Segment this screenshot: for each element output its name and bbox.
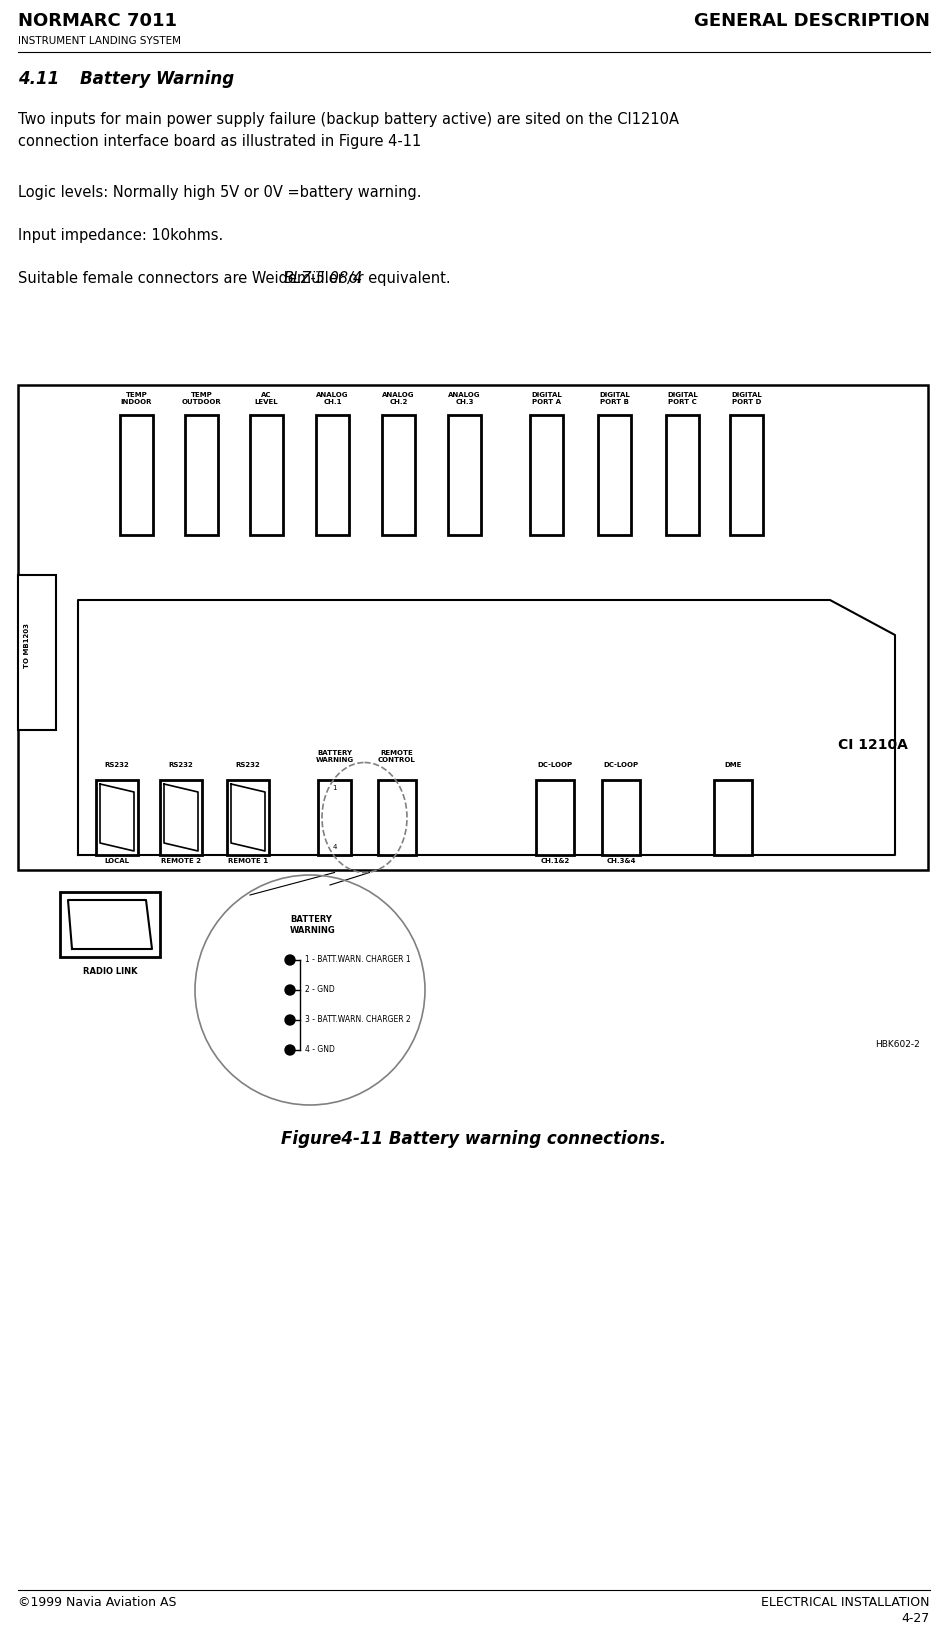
Text: REMOTE 2: REMOTE 2 <box>161 858 201 864</box>
Circle shape <box>285 985 295 995</box>
Text: 4 - GND: 4 - GND <box>305 1045 335 1055</box>
Polygon shape <box>100 785 134 851</box>
Text: INSTRUMENT LANDING SYSTEM: INSTRUMENT LANDING SYSTEM <box>18 36 181 46</box>
Bar <box>378 780 416 855</box>
Text: HBK602-2: HBK602-2 <box>875 1040 920 1048</box>
Bar <box>666 415 699 536</box>
Circle shape <box>285 1045 295 1055</box>
Text: BATTERY
WARNING: BATTERY WARNING <box>290 915 336 934</box>
Bar <box>730 415 763 536</box>
Bar <box>316 415 349 536</box>
Text: NORMARC 7011: NORMARC 7011 <box>18 11 177 29</box>
Text: Two inputs for main power supply failure (backup battery active) are sited on th: Two inputs for main power supply failure… <box>18 112 679 148</box>
Text: RADIO LINK: RADIO LINK <box>82 967 137 977</box>
Bar <box>18 575 56 729</box>
Text: RS232: RS232 <box>236 762 261 768</box>
Circle shape <box>285 1014 295 1026</box>
Circle shape <box>285 956 295 965</box>
Text: 4.11: 4.11 <box>18 70 59 88</box>
Text: DC-LOOP: DC-LOOP <box>604 762 639 768</box>
Bar <box>598 415 631 536</box>
Bar <box>185 415 218 536</box>
Text: DIGITAL
PORT A: DIGITAL PORT A <box>531 392 562 405</box>
Text: TO MB1203: TO MB1203 <box>24 622 30 667</box>
Polygon shape <box>231 785 265 851</box>
Text: TEMP
OUTDOOR: TEMP OUTDOOR <box>182 392 222 405</box>
Text: DIGITAL
PORT C: DIGITAL PORT C <box>667 392 698 405</box>
Text: TEMP
INDOOR: TEMP INDOOR <box>120 392 153 405</box>
Text: 2 - GND: 2 - GND <box>305 985 335 995</box>
Text: ANALOG
CH.2: ANALOG CH.2 <box>382 392 414 405</box>
Text: 4: 4 <box>333 843 337 850</box>
Text: REMOTE 1: REMOTE 1 <box>228 858 268 864</box>
Text: ANALOG
CH.3: ANALOG CH.3 <box>448 392 481 405</box>
Bar <box>602 780 640 855</box>
Text: DIGITAL
PORT B: DIGITAL PORT B <box>599 392 629 405</box>
Text: DIGITAL
PORT D: DIGITAL PORT D <box>731 392 762 405</box>
Text: RS232: RS232 <box>169 762 193 768</box>
Text: CH.3&4: CH.3&4 <box>607 858 636 864</box>
Bar <box>448 415 481 536</box>
Text: 1 - BATT.WARN. CHARGER 1: 1 - BATT.WARN. CHARGER 1 <box>305 956 410 964</box>
Text: ANALOG
CH.1: ANALOG CH.1 <box>317 392 349 405</box>
Text: CH.1&2: CH.1&2 <box>540 858 570 864</box>
Bar <box>96 780 138 855</box>
Text: DME: DME <box>724 762 741 768</box>
Text: AC
LEVEL: AC LEVEL <box>255 392 279 405</box>
Bar <box>536 780 574 855</box>
Text: Logic levels: Normally high 5V or 0V =battery warning.: Logic levels: Normally high 5V or 0V =ba… <box>18 186 422 200</box>
Text: LOCAL: LOCAL <box>104 858 130 864</box>
Text: ELECTRICAL INSTALLATION: ELECTRICAL INSTALLATION <box>761 1595 930 1608</box>
Text: Input impedance: 10kohms.: Input impedance: 10kohms. <box>18 228 223 243</box>
Text: Suitable female connectors are Weidemüller: Suitable female connectors are Weidemüll… <box>18 270 349 287</box>
Polygon shape <box>164 785 198 851</box>
Bar <box>250 415 283 536</box>
Bar <box>227 780 269 855</box>
Text: or equivalent.: or equivalent. <box>344 270 450 287</box>
Text: Figure4-11 Battery warning connections.: Figure4-11 Battery warning connections. <box>282 1130 666 1148</box>
Bar <box>382 415 415 536</box>
Polygon shape <box>68 900 152 949</box>
Bar <box>160 780 202 855</box>
Text: 4-27: 4-27 <box>902 1612 930 1625</box>
Text: REMOTE
CONTROL: REMOTE CONTROL <box>378 751 416 764</box>
Bar <box>60 892 160 957</box>
Text: DC-LOOP: DC-LOOP <box>538 762 573 768</box>
Text: Battery Warning: Battery Warning <box>80 70 234 88</box>
Text: 1: 1 <box>332 785 337 791</box>
Bar <box>530 415 563 536</box>
Text: GENERAL DESCRIPTION: GENERAL DESCRIPTION <box>694 11 930 29</box>
Text: BLZ-5.08/4: BLZ-5.08/4 <box>283 270 363 287</box>
Bar <box>318 780 351 855</box>
Text: CI 1210A: CI 1210A <box>838 737 908 752</box>
Text: RS232: RS232 <box>104 762 129 768</box>
Text: 3 - BATT.WARN. CHARGER 2: 3 - BATT.WARN. CHARGER 2 <box>305 1016 410 1024</box>
Bar <box>714 780 752 855</box>
Bar <box>120 415 153 536</box>
Text: ©1999 Navia Aviation AS: ©1999 Navia Aviation AS <box>18 1595 176 1608</box>
Text: BATTERY
WARNING: BATTERY WARNING <box>316 751 354 764</box>
Bar <box>18 384 928 869</box>
